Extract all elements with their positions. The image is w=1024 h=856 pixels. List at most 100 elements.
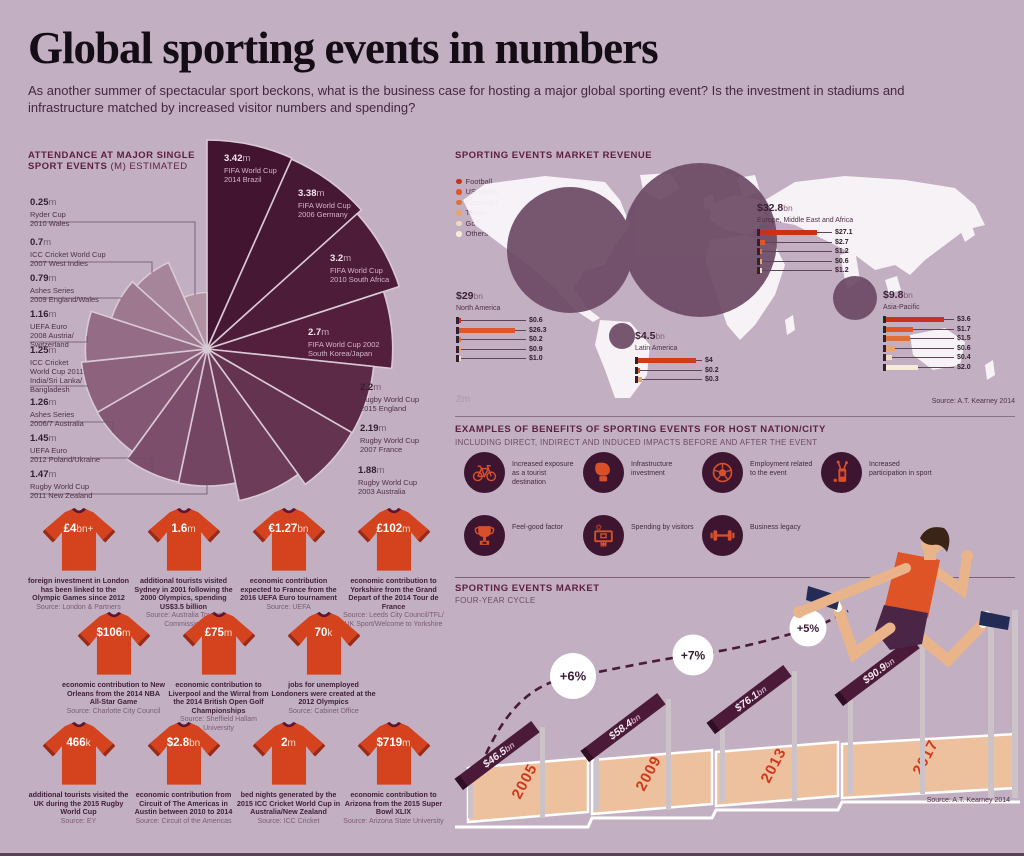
fan-label-line: 2015 England (360, 404, 407, 413)
bar-tick (456, 345, 459, 353)
bar-tick (757, 248, 760, 256)
fan-label-line: UEFA Euro (30, 322, 68, 331)
benefits-title: EXAMPLES OF BENEFITS OF SPORTING EVENTS … (455, 424, 826, 435)
world-map (463, 163, 995, 398)
hurdle-bar-2013: $76.1bn (706, 665, 792, 734)
tshirt-card: £4bn+ foreign investment in London has be… (26, 508, 131, 629)
bar-leader-line (460, 339, 526, 341)
bubble-latin-america (609, 323, 635, 349)
fan-label-3.42m: 3.42m FIFA World Cup 2014 Brazil (224, 148, 332, 184)
region-bars: $0.6 $26.3 $0.2 $0.9 $1.0 (456, 316, 555, 364)
page-subtitle: As another summer of spectacular sport b… (28, 83, 905, 115)
fan-label-line: 2007 France (360, 445, 403, 454)
legend-item-football: Football (456, 176, 499, 187)
hurdle-post (720, 728, 725, 802)
fan-label-line: 2012 Poland/Ukraine (30, 455, 101, 464)
tshirt-desc: bed nights generated by the 2015 ICC Cri… (236, 790, 341, 817)
bar-leader-line (641, 379, 702, 381)
tshirt-icon: 2m (252, 722, 326, 786)
bar (458, 356, 461, 362)
tshirt-card: 466k additional tourists visited the UK d… (26, 722, 131, 826)
region-bar-row: $1.7 (883, 325, 983, 335)
fan-label-value: 1.47m (30, 469, 57, 480)
cycle-title: SPORTING EVENTS MARKET (455, 583, 600, 594)
tshirt-value: £4bn+ (63, 523, 94, 535)
runner-rear-fist (961, 550, 973, 562)
tshirt-desc: economic contribution to Liverpool and t… (168, 680, 269, 715)
hurdle-post (666, 699, 671, 810)
fan-label-line: 2003 Australia (358, 487, 406, 496)
hurdle-post (988, 616, 994, 798)
region-europe-middle-east-and-africa: $32.8bn Europe, Middle East and Africa $27… (757, 198, 861, 276)
fan-label-line: World Cup 2011 (30, 367, 84, 376)
fan-label-value: 0.25m (30, 197, 57, 208)
region-bar-row: $2.7 (757, 238, 861, 248)
cycle-generated: 2005 2009 2013 2017$46.5bn$58.4bn$76.1bn$90… (454, 609, 1020, 829)
fan-label-1.25m: 1.25m ICC Cricket World Cup 2011 India/Sri … (30, 340, 138, 394)
continent-japan (960, 220, 975, 242)
legend-item-golf: Golf (456, 218, 499, 229)
bar-leader-line (695, 360, 702, 362)
legend-dot (456, 210, 462, 216)
fan-label-1.16m: 1.16m UEFA Euro 2008 Austria/Switzerland (30, 304, 138, 349)
region-total: $29bn (456, 290, 483, 302)
cycle-subtitle: FOUR-YEAR CYCLE (455, 596, 536, 605)
fan-label-1.26m: 1.26m Ashes Series 2006/7 Australia (30, 392, 138, 428)
fan-label-line: 2006/7 Australia (30, 419, 84, 428)
fan-label-1.47m: 1.47m Rugby World Cup 2011 New Zealand (30, 464, 138, 500)
fan-label-value: 2.7m (308, 327, 330, 338)
attendance-section: ATTENDANCE AT MAJOR SINGLE SPORT EVENTS … (0, 130, 460, 526)
tshirt-desc: additional tourists visited Sydney in 20… (134, 576, 233, 611)
region-bar-row: $0.6 (456, 316, 555, 326)
tshirt-icon: $2.8bn (147, 722, 221, 786)
tshirt-value: £75m (204, 627, 233, 639)
bar-tick (757, 229, 760, 237)
fan-label-line: FIFA World Cup (224, 166, 277, 175)
region-bar-row: $0.6 (883, 344, 983, 354)
attendance-title-text: ATTENDANCE AT MAJOR SINGLE SPORT EVENTS (28, 150, 195, 172)
region-bar-row: $3.6 (883, 315, 983, 325)
bar-leader-line (640, 369, 702, 371)
fan-label-line: Ashes Series (30, 286, 75, 295)
fan-label-line: India/Sri Lanka/ (30, 376, 83, 385)
hurdle-bar-2009: $58.4bn (580, 693, 666, 762)
map-scale-note: 2m (456, 394, 471, 405)
fan-connector (30, 261, 153, 273)
fan-wedge-3.42m (206, 139, 294, 350)
tshirt-value: $719m (376, 737, 411, 749)
bubble-north-america (507, 187, 633, 313)
tshirt-source: Source: London & Partners (36, 603, 121, 611)
hurdle-value: $58.4bn (606, 711, 643, 743)
legend-label: Football (465, 176, 493, 186)
fan-label-value: 1.45m (30, 433, 57, 444)
bar-value-label: $26.3 (529, 326, 547, 334)
growth-badge (789, 609, 827, 647)
tshirt-desc: jobs for unemployed Londoners were creat… (271, 680, 376, 707)
fan-label-line: FIFA World Cup (330, 266, 383, 275)
bar-value-label: $0.6 (957, 344, 971, 352)
tshirt-desc: economic contribution from Circuit of Th… (134, 790, 233, 817)
continent-asia (765, 176, 985, 275)
legend-item-others: Others (456, 229, 499, 240)
fan-label-2.19m: 2.19m Rugby World Cup 2007 France (360, 418, 468, 454)
tshirt-shape (79, 612, 148, 675)
tshirt-source: Source: Cabinet Office (288, 707, 359, 715)
bar (759, 230, 817, 236)
fan-label-2.2m: 2.2m Rugby World Cup 2015 England (360, 377, 468, 413)
tshirt-icon: $106m (77, 612, 151, 676)
bar-value-label: $0.3 (705, 376, 719, 384)
hurdle-value: $76.1bn (732, 683, 769, 715)
hurdle-post (848, 700, 853, 794)
tshirt-desc: foreign investment in London has been li… (27, 576, 130, 603)
fan-label-line: UEFA Euro (30, 446, 68, 455)
fan-label-0.79m: 0.79m Ashes Series 2009 England/Wales (30, 268, 138, 304)
tshirt-desc: economic contribution expected to France… (240, 576, 337, 603)
fan-label-value: 1.88m (358, 465, 385, 476)
region-name: North America (456, 305, 501, 312)
tshirt-icon: 466k (42, 722, 116, 786)
tshirt-icon: 70k (287, 612, 361, 676)
revenue-title: SPORTING EVENTS MARKET REVENUE (455, 150, 653, 161)
runner-lead-fist (793, 606, 805, 618)
runner-hair (920, 527, 950, 552)
